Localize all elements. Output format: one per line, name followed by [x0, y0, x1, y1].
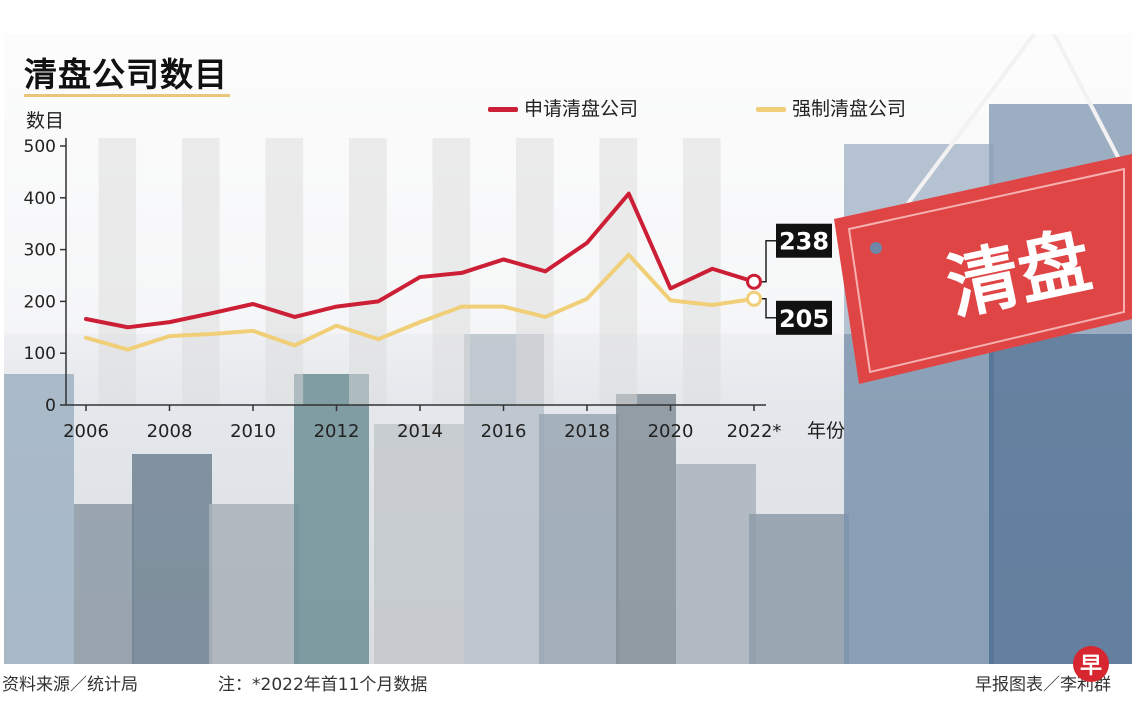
series-1-point-2009: [210, 333, 213, 336]
grid-band-6: [349, 138, 387, 405]
x-tick-label-2014: 2014: [397, 421, 443, 442]
series-0-point-2018: [586, 241, 588, 244]
sign-board: [834, 154, 1132, 384]
axes: 0 100 200 300 400 500 2006 2008 2010 2012 2014 2016…: [24, 137, 782, 442]
series-0-point-2012: [335, 305, 338, 308]
grid-band-4: [265, 138, 304, 405]
legend-swatch-filed: [488, 107, 518, 112]
legend-item-compulsory: 强制清盘公司: [756, 94, 906, 121]
end-label-connector-1: [762, 298, 776, 319]
series-1-point-2019: [627, 253, 630, 256]
series-0-point-2016: [502, 258, 505, 261]
building-9: [676, 464, 756, 664]
end-label-box-1: [776, 300, 832, 335]
series-0-point-2019: [627, 192, 630, 195]
series-0-point-2013: [377, 300, 380, 303]
liquidation-sign: 清盘: [834, 34, 1132, 384]
y-tick-label-100: 100: [24, 344, 56, 364]
series-0-point-2017: [544, 270, 547, 273]
series-1-point-2008: [168, 335, 171, 338]
series-1-point-2010: [252, 329, 254, 332]
y-tick-label-200: 200: [24, 292, 56, 312]
building-3: [209, 504, 299, 664]
grid-band-0: [98, 138, 137, 405]
end-label-box-0: [776, 223, 832, 258]
footer-note: 注：*2022年首11个月数据: [218, 675, 428, 695]
x-tick-label-2010: 2010: [230, 421, 276, 442]
series-0-point-2011: [293, 315, 296, 318]
x-tick-label-2016: 2016: [481, 421, 527, 442]
grid-bands: [98, 138, 721, 405]
series-0-point-2007: [126, 326, 129, 329]
end-labels: 238 205: [762, 223, 832, 335]
x-axis-label: 年份: [807, 420, 846, 442]
series-1-point-2014: [419, 321, 421, 324]
building-5: [374, 424, 464, 664]
series-1-point-2020: [669, 299, 672, 302]
end-label-connector-0: [762, 239, 776, 283]
x-tick-label-2006: 2006: [63, 421, 109, 442]
building-1: [74, 504, 134, 664]
building-2: [132, 454, 212, 664]
end-label-1: 205: [779, 305, 829, 333]
sign-border: [847, 167, 1125, 374]
x-tick-label-2008: 2008: [147, 421, 193, 442]
series-0-point-2009: [210, 312, 213, 315]
series-layer: [84, 191, 762, 352]
x-tick-label-2020: 2020: [648, 421, 694, 442]
y-tick-label-500: 500: [24, 137, 56, 157]
series-1-point-2006: [85, 336, 87, 339]
series-0-point-2022: [746, 273, 762, 290]
x-tick-label-2012: 2012: [314, 421, 360, 442]
series-1-point-2015: [460, 305, 463, 308]
chart-svg: 清盘 0 100 200 300 400 500 2006 2008 2010 2012 2014 2…: [4, 34, 1132, 664]
end-label-0: 238: [779, 228, 829, 256]
x-tick-label-2018: 2018: [564, 421, 610, 442]
series-0-point-2021: [711, 267, 714, 270]
building-10: [749, 514, 849, 664]
legend-label-filed: 申请清盘公司: [524, 98, 639, 120]
series-1-point-2021: [711, 304, 714, 307]
series-1-point-2016: [502, 305, 505, 308]
y-axis-label: 数目: [26, 110, 65, 132]
legend-item-filed: 申请清盘公司: [488, 94, 638, 121]
x-tick-label-2022: 2022*: [727, 421, 782, 442]
series-1-point-2018: [586, 297, 588, 300]
footer-source: 资料来源／统计局: [2, 675, 138, 695]
zaobao-logo: 早: [1073, 646, 1109, 682]
y-tick-label-400: 400: [24, 189, 56, 209]
series-0-point-2014: [419, 276, 421, 279]
chart-title: 清盘公司数目: [24, 55, 228, 94]
series-1-point-2012: [335, 324, 338, 327]
series-1-point-2017: [544, 315, 547, 318]
legend-swatch-compulsory: [756, 107, 786, 112]
series-0-point-2020: [669, 287, 672, 290]
grid-band-2: [182, 138, 220, 405]
chart-frame: 清盘 0 100 200 300 400 500 2006 2008 2010 2012 2014 2…: [4, 34, 1132, 664]
sign-hole: [870, 242, 882, 254]
series-1-point-2022: [746, 290, 762, 307]
series-1-point-2011: [293, 344, 296, 347]
building-7: [539, 414, 619, 664]
series-1-point-2007: [126, 348, 129, 351]
series-1-point-2013: [377, 338, 380, 341]
series-0-point-2006: [85, 318, 87, 321]
title-underline: [24, 94, 230, 97]
building-4: [294, 374, 369, 664]
y-tick-label-0: 0: [45, 396, 56, 416]
series-0-point-2015: [460, 271, 463, 274]
series-0-point-2010: [252, 302, 254, 305]
footer-credit: 早报图表／李利群: [975, 675, 1111, 695]
legend-label-compulsory: 强制清盘公司: [792, 98, 907, 120]
grid-band-12: [599, 138, 638, 405]
y-tick-label-300: 300: [24, 241, 56, 261]
series-0-point-2008: [168, 321, 171, 324]
building-8: [616, 394, 676, 664]
skyline-background: [4, 34, 1132, 664]
building-0: [4, 374, 74, 664]
